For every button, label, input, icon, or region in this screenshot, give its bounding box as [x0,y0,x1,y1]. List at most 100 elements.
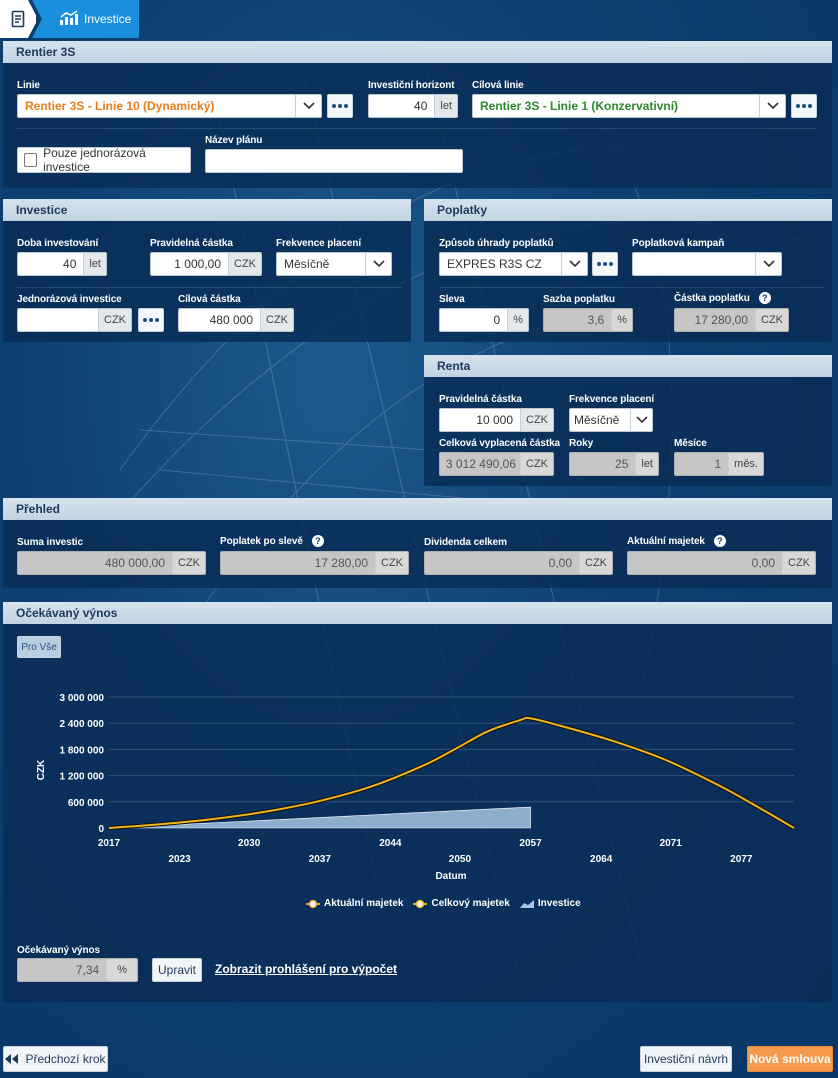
legend-marker-celkovy-icon [413,899,428,908]
x-tick-label: 2050 [449,854,472,865]
poplatek-label-text: Poplatek po slevě [220,536,303,547]
linie-label: Linie [17,80,40,91]
renta-frekvence-select[interactable]: Měsíčně [569,408,653,432]
jednorazova-checkbox[interactable]: Pouze jednorázová investice [17,146,191,174]
majetek-unit: CZK [782,552,815,574]
legend-item-celkovy[interactable]: Celkový majetek [413,898,510,909]
castka-unit: CZK [755,309,788,331]
more-dots-icon [597,262,613,266]
x-tick-label: 2037 [309,854,332,865]
chart-legend: Aktuální majetek Celkový majetek Investi… [306,898,581,909]
dividenda-field: 0,00 CZK [424,551,613,575]
linie-value: Rentier 3S - Linie 10 (Dynamický) [25,99,215,113]
tab-home[interactable] [0,0,36,38]
roky-unit: let [635,453,658,475]
x-tick-label: 2030 [238,838,261,849]
legend-item-aktualni[interactable]: Aktuální majetek [306,898,403,909]
jednorazova-checkbox-label: Pouze jednorázová investice [43,146,146,174]
cilova-label: Cílová částka [178,294,241,305]
nazev-planu-label: Název plánu [205,135,263,146]
rentier-panel-title: Rentier 3S [3,41,832,63]
zpusob-more-button[interactable] [592,252,618,276]
tab-investice-label: Investice [84,12,132,26]
renta-pravidelna-unit: CZK [520,409,553,431]
linie-select[interactable]: Rentier 3S - Linie 10 (Dynamický) [17,94,322,118]
kampan-select[interactable] [632,252,782,276]
prohlaseni-link[interactable]: Zobrazit prohlášení pro výpočet [215,962,398,976]
nova-smlouva-button[interactable]: Nová smlouva [747,1046,833,1072]
x-tick-label: 2071 [660,838,683,849]
doba-value: 40 [63,257,77,271]
sleva-value: 0 [493,313,501,327]
renta-frekvence-label: Frekvence placení [569,394,655,405]
separator [439,287,824,288]
x-tick-label: 2044 [379,838,402,849]
pravidelna-unit: CZK [228,253,261,275]
more-dots-icon [143,318,159,322]
vynos-panel-title: Očekávaný výnos [3,602,832,624]
dividenda-unit: CZK [579,552,612,574]
nazev-planu-input[interactable] [205,149,463,173]
celkovy-majetek-line [108,716,795,829]
pravidelna-input[interactable]: 1 000,00 CZK [150,252,262,276]
castka-value: 17 280,00 [694,313,748,327]
y-tick-label: 1 200 000 [60,772,105,783]
investice-panel-title: Investice [3,199,411,221]
cilova-linie-more-button[interactable] [791,94,817,118]
investicni-navrh-button[interactable]: Investiční návrh [640,1046,732,1072]
legend-marker-aktualni-icon [306,899,320,908]
majetek-field: 0,00 CZK [627,551,816,575]
horizont-input[interactable]: 40 let [368,94,458,118]
help-icon[interactable]: ? [311,535,324,547]
majetek-label-text: Aktuální majetek [627,536,705,547]
castka-label-text: Částka poplatku [674,293,750,304]
chart-up-icon [60,10,78,25]
predchozi-krok-label: Předchozí krok [25,1052,106,1066]
help-icon[interactable]: ? [758,292,771,304]
y-tick-label: 600 000 [68,798,105,809]
predchozi-krok-button[interactable]: Předchozí krok [3,1046,108,1072]
jednorazova-input[interactable]: CZK [17,308,132,332]
zpusob-label: Způsob úhrady poplatků [439,238,554,249]
x-tick-label: 2017 [98,838,121,849]
y-tick-label: 0 [98,824,104,835]
help-icon[interactable]: ? [713,535,726,547]
vynos-value: 7,34 [75,963,100,977]
pro-vse-button[interactable]: Pro Vše [17,636,61,658]
frekvence-select[interactable]: Měsíčně [276,252,392,276]
legend-item-investice[interactable]: Investice [519,898,581,909]
y-tick-label: 1 800 000 [60,745,105,756]
tab-investice[interactable]: Investice [32,0,139,38]
x-axis-label: Datum [435,871,466,882]
separator [17,287,402,288]
doba-input[interactable]: 40 let [17,252,107,276]
frekvence-label: Frekvence placení [276,238,362,249]
chevron-down-icon [630,409,652,431]
sleva-unit: % [507,309,528,331]
celkova-unit: CZK [520,453,553,475]
mesice-value: 1 [714,457,722,471]
zpusob-select[interactable]: EXPRES R3S CZ [439,252,588,276]
suma-label: Suma investic [17,537,83,548]
upravit-button[interactable]: Upravit [152,958,202,982]
doba-label: Doba investování [17,238,99,249]
doba-unit: let [83,253,106,275]
sazba-field: 3,6 % [543,308,633,332]
y-tick-label: 2 400 000 [60,719,105,730]
castka-field: 17 280,00 CZK [674,308,789,332]
jednorazova-more-button[interactable] [138,308,164,332]
linie-more-button[interactable] [327,94,353,118]
renta-frekvence-value: Měsíčně [574,413,620,427]
sazba-unit: % [611,309,632,331]
x-tick-label: 2064 [590,854,613,865]
investice-area [108,806,531,829]
poplatek-field: 17 280,00 CZK [220,551,409,575]
legend-label-investice: Investice [537,898,581,909]
cilova-input[interactable]: 480 000 CZK [178,308,294,332]
cilova-linie-select[interactable]: Rentier 3S - Linie 1 (Konzervativní) [472,94,786,118]
kampan-label: Poplatková kampaň [632,238,725,249]
sleva-input[interactable]: 0 % [439,308,529,332]
renta-pravidelna-input[interactable]: 10 000 CZK [439,408,554,432]
x-tick-label: 2077 [730,854,753,865]
